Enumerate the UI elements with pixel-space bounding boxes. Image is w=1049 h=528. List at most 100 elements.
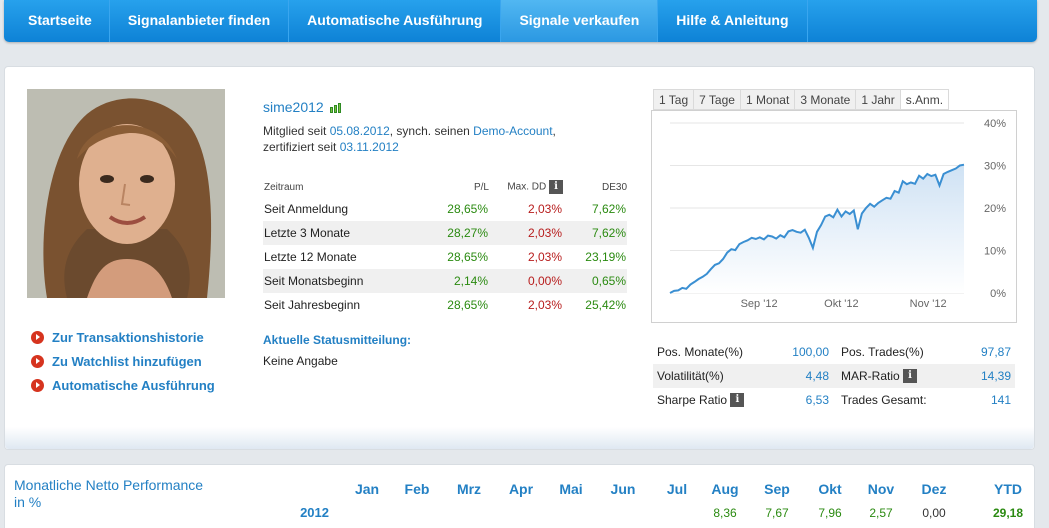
certified-date-link[interactable]: 03.11.2012 (339, 140, 399, 154)
maxdd-cell: 0,00% (489, 269, 563, 293)
avatar-photo (27, 89, 225, 298)
performance-row: Seit Monatsbeginn 2,14% 0,00% 0,65% (263, 269, 627, 293)
y-tick-label: 10% (984, 246, 1006, 258)
maxdd-cell: 2,03% (527, 202, 562, 216)
chart-tab-0[interactable]: 1 Tag (653, 89, 694, 110)
side-link-2[interactable]: Automatische Ausführung (31, 373, 215, 397)
month-header: Jan (354, 481, 380, 497)
col-period: Zeitraum (264, 181, 304, 193)
nav-item-3[interactable]: Signale verkaufen (501, 0, 659, 42)
side-links: Zur Transaktionshistorie Zu Watchlist hin… (31, 325, 215, 397)
x-tick-label: Sep '12 (741, 298, 778, 310)
arrow-right-icon (31, 330, 44, 344)
ytd-header: YTD (994, 481, 1022, 497)
month-value: 8,36 (713, 506, 737, 520)
stats-table: Pos. Monate(%) 100,00 Pos. Trades(%) 97,87 V… (653, 340, 1015, 412)
stat-label: Pos. Trades(%) (833, 340, 953, 364)
performance-chart: 0% 10% 20% 30% 40% Sep '12 Okt '12 Nov '12 (651, 110, 1017, 323)
de30-cell: 25,42% (585, 298, 626, 312)
month-header: Aug (711, 481, 739, 497)
account-type-link[interactable]: Demo-Account (473, 124, 553, 138)
col-de30: DE30 (601, 181, 627, 193)
side-link-label[interactable]: Automatische Ausführung (52, 377, 215, 393)
provider-panel: Zur Transaktionshistorie Zu Watchlist hin… (4, 66, 1035, 450)
month-value: 0,00 (922, 506, 946, 520)
y-tick-label: 30% (984, 161, 1006, 173)
chart-tab-5[interactable]: s.Anm. (899, 89, 950, 110)
account-suffix: , (552, 124, 556, 138)
arrow-right-icon (31, 354, 44, 368)
month-header: Dez (921, 481, 947, 497)
nav-item-0[interactable]: Startseite (4, 0, 110, 42)
period-cell: Letzte 12 Monate (264, 250, 357, 264)
username-text[interactable]: sime2012 (263, 99, 324, 115)
stat-label: Pos. Monate(%) (653, 340, 753, 364)
col-pl: P/L (473, 181, 489, 193)
stat-label: Sharpe Ratio i (653, 388, 753, 412)
stat-label-text: Pos. Trades(%) (841, 345, 924, 359)
info-icon[interactable]: i (903, 369, 918, 384)
x-tick-label: Nov '12 (910, 298, 947, 310)
month-header: Feb (404, 481, 430, 497)
panel-footer (5, 427, 1034, 449)
month-header: Mrz (456, 481, 482, 497)
nav-item-4[interactable]: Hilfe & Anleitung (658, 0, 808, 42)
de30-cell: 23,19% (585, 250, 626, 264)
side-link-label[interactable]: Zur Transaktionshistorie (52, 329, 204, 345)
stat-label-text: Volatilität(%) (657, 369, 724, 383)
chart-tab-4[interactable]: 1 Jahr (855, 89, 900, 110)
status-label: Aktuelle Statusmitteilung: (263, 333, 412, 347)
de30-cell: 0,65% (563, 269, 627, 293)
maxdd-label: Max. DD (507, 181, 547, 193)
month-header: Jun (610, 481, 636, 497)
stats-row: Volatilität(%) 4,48 MAR-Ratio i 14,39 (653, 364, 1015, 388)
period-cell: Seit Jahresbeginn (264, 298, 361, 312)
stat-value: 14,39 (953, 364, 1015, 388)
side-link-0[interactable]: Zur Transaktionshistorie (31, 325, 215, 349)
stat-value: 141 (990, 393, 1011, 407)
x-tick-label: Okt '12 (824, 298, 859, 310)
month-header: Jul (666, 481, 688, 497)
stat-label-text: Sharpe Ratio (657, 392, 728, 407)
de30-cell: 7,62% (591, 202, 626, 216)
chart-tab-3[interactable]: 3 Monate (794, 89, 856, 110)
info-icon[interactable]: i (730, 393, 745, 408)
stat-label-text: Pos. Monate(%) (657, 345, 744, 359)
period-cell: Letzte 3 Monate (263, 221, 433, 245)
year-label: 2012 (300, 505, 329, 520)
chart-tab-1[interactable]: 7 Tage (693, 89, 740, 110)
pl-cell: 28,27% (433, 221, 489, 245)
period-cell: Seit Anmeldung (264, 202, 349, 216)
arrow-right-icon (31, 378, 44, 392)
pl-cell: 28,65% (447, 298, 488, 312)
pl-cell: 2,14% (433, 269, 489, 293)
month-value: 7,67 (765, 506, 789, 520)
month-header: Nov (867, 481, 895, 497)
stat-value: 4,48 (753, 364, 833, 388)
performance-table: Zeitraum P/L Max. DD i DE30 Seit Anmeldu… (263, 177, 627, 317)
pl-cell: 28,65% (447, 250, 488, 264)
chart-tab-2[interactable]: 1 Monat (739, 89, 795, 110)
monthly-title: Monatliche Netto Performance in % (14, 477, 204, 510)
de30-cell: 7,62% (563, 221, 627, 245)
avatar (27, 89, 225, 298)
month-value: 7,96 (818, 506, 842, 520)
month-header: Apr (508, 481, 534, 497)
status-value: Keine Angabe (263, 354, 338, 368)
stat-label-text: Trades Gesamt: (841, 393, 927, 407)
series-line (669, 163, 965, 294)
pl-cell: 28,65% (447, 202, 488, 216)
nav-item-2[interactable]: Automatische Ausführung (289, 0, 502, 42)
performance-row: Letzte 3 Monate 28,27% 2,03% 7,62% (263, 221, 627, 245)
side-link-label[interactable]: Zu Watchlist hinzufügen (52, 353, 202, 369)
stats-row: Pos. Monate(%) 100,00 Pos. Trades(%) 97,87 (653, 340, 1015, 364)
member-date-link[interactable]: 05.08.2012 (329, 124, 390, 138)
period-cell: Seit Monatsbeginn (263, 269, 433, 293)
signal-strength-icon (329, 102, 342, 113)
certified-label: zertifiziert seit (263, 140, 340, 154)
nav-item-1[interactable]: Signalanbieter finden (110, 0, 290, 42)
info-icon[interactable]: i (549, 180, 563, 194)
side-link-1[interactable]: Zu Watchlist hinzufügen (31, 349, 215, 373)
sync-label: , synch. seinen (389, 124, 474, 138)
provider-username[interactable]: sime2012 (263, 99, 342, 115)
